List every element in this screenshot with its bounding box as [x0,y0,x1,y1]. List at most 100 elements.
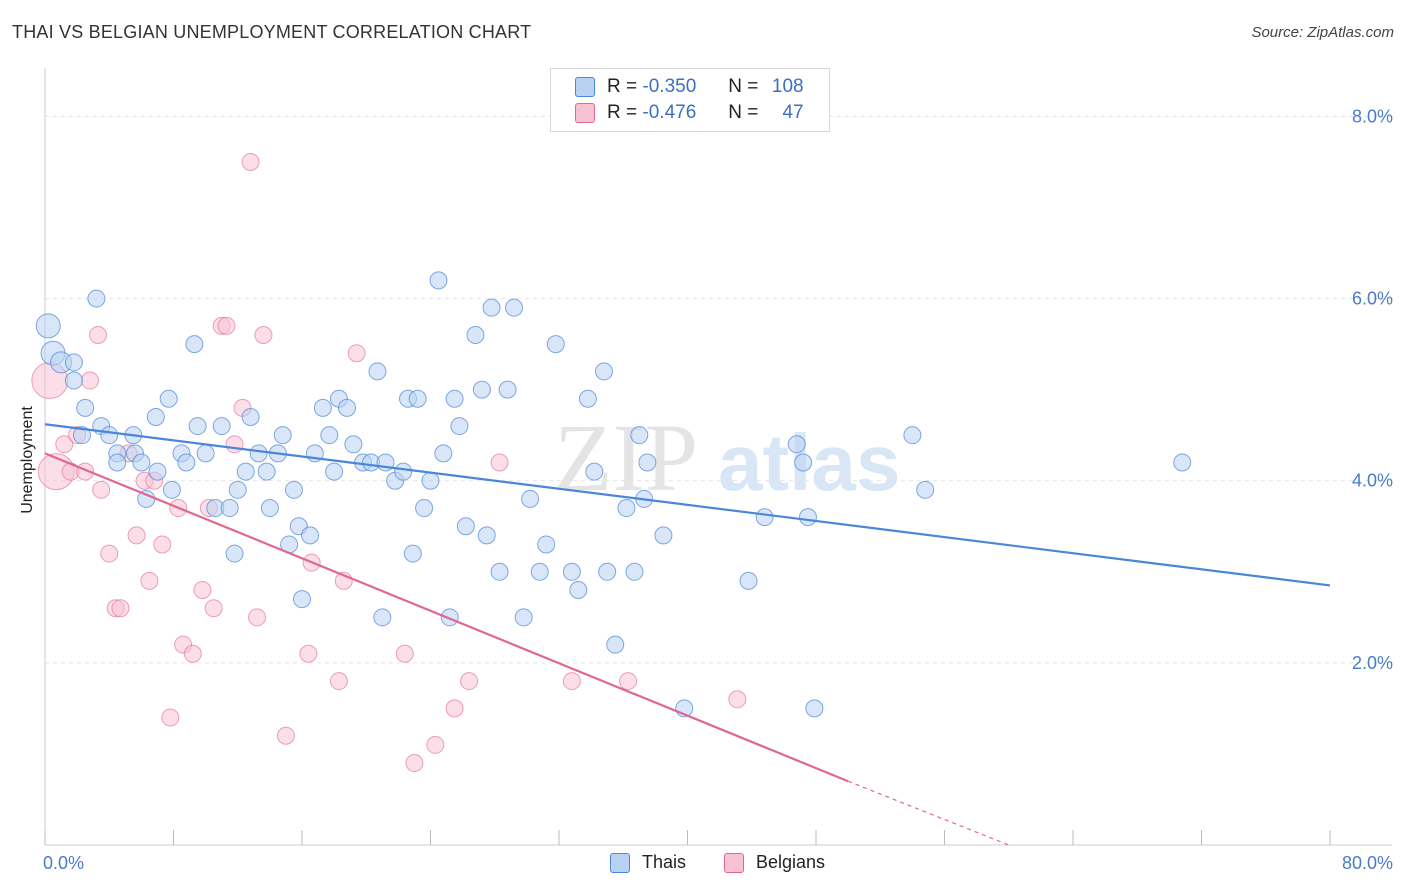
belgian-point [127,526,146,545]
thai-point [903,426,922,445]
belgians-trendline [44,452,849,783]
thai-point [196,444,215,463]
thai-point [805,699,824,718]
y-tick-label: 8.0% [1352,106,1393,126]
thai-point [421,471,440,490]
y-tick-label: 4.0% [1352,471,1393,491]
thai-point [630,426,649,445]
belgian-point [140,571,159,590]
belgian-point [153,535,172,554]
thai-point [429,271,448,290]
thai-point [916,480,935,499]
thai-point [477,526,496,545]
thai-point [466,326,485,344]
thai-point [87,289,106,308]
thai-point [498,380,517,399]
belgian-point [619,672,638,691]
thai-point [514,608,533,627]
legend-r-value: -0.476 [642,102,697,123]
thai-point [739,571,758,590]
y-tick-label: 2.0% [1352,653,1393,673]
thai-point [456,517,475,536]
thais-swatch [610,852,630,873]
thai-point [598,562,617,581]
belgian-point [299,644,318,663]
thai-point [606,635,625,654]
thai-point [301,526,320,545]
belgian-point [92,480,111,499]
thai-point [177,453,196,472]
belgians-trendline-extension [847,780,1009,846]
thai-point [617,499,636,518]
thai-point [162,480,181,499]
belgian-point [111,599,130,618]
belgian-point [445,699,464,718]
thai-point [625,562,644,581]
thai-point [257,462,276,481]
thai-point [505,298,524,317]
belgian-point [347,344,366,363]
thai-point [64,353,83,372]
thai-point [521,489,540,508]
y-axis-label: Unemployment [19,406,36,514]
watermark-zip: ZIP [554,404,698,511]
thai-point [403,544,422,563]
belgian-point [254,326,273,344]
bottom-legend-thais: Thais [610,852,686,873]
thai-point [578,389,597,408]
bottom-legend-belgians: Belgians [724,852,825,873]
legend-n-label: N = [728,76,759,97]
belgian-point [562,672,581,691]
belgian-point [276,726,295,745]
thai-point [108,453,127,472]
thai-point [408,389,427,408]
belgian-point [241,152,260,171]
thai-point [293,590,311,609]
thai-point [373,608,392,627]
thai-point [35,313,61,339]
legend-r-label: R = [607,76,638,97]
thai-point [132,453,151,472]
thai-point [159,389,178,408]
thai-point [64,371,83,390]
thai-point [482,298,501,317]
y-tick-label: 6.0% [1352,289,1393,309]
thai-point [188,417,207,436]
thai-point [344,435,363,454]
legend-r-label: R = [607,102,638,123]
thai-point [185,335,204,354]
thai-point [220,499,239,518]
thai-point [755,508,774,527]
thai-point [594,362,613,381]
belgian-point [426,735,445,754]
belgian-point [183,644,202,663]
thai-point [72,426,91,445]
thai-point [569,581,588,599]
thai-point [415,499,434,518]
thai-point [148,462,167,481]
chart-title: THAI VS BELGIAN UNEMPLOYMENT CORRELATION… [12,22,532,42]
x-axis-max-label: 80.0% [1341,853,1393,873]
belgian-point [225,435,244,454]
thai-point [434,444,453,463]
belgian-point [89,326,108,344]
bottom-legend-label: Thais [642,852,687,872]
belgian-point [395,644,414,663]
belgian-point [80,371,99,390]
thai-point [638,453,657,472]
thai-point [236,462,255,481]
thai-point [146,407,165,426]
thai-point [228,480,247,499]
legend-r-value: -0.350 [642,76,697,97]
thai-point [546,335,565,354]
thai-point [798,508,817,527]
thai-point [440,608,459,627]
thai-point [241,407,260,426]
belgian-point [460,672,479,691]
thai-point [537,535,556,554]
thai-point [320,426,339,445]
belgian-point [204,599,223,618]
thais-swatch [575,77,595,97]
thai-point [787,435,806,454]
